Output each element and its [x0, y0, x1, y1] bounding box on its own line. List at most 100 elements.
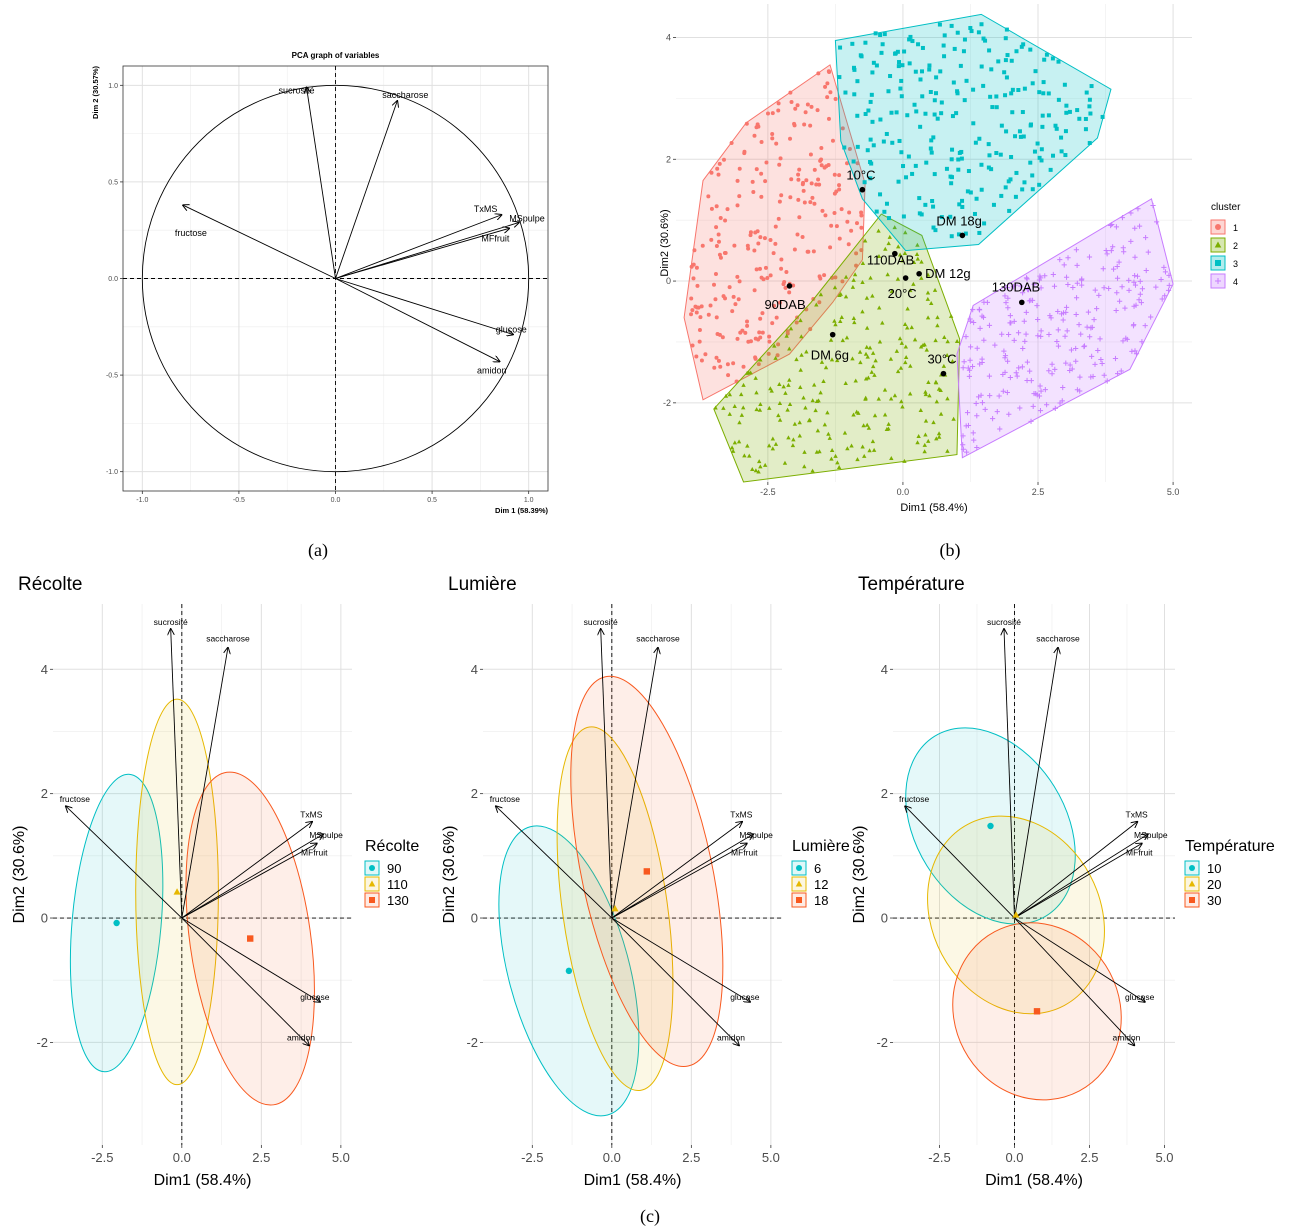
cluster-point	[860, 444, 865, 449]
legend-label-130: 130	[387, 893, 409, 908]
cluster-point	[801, 395, 806, 400]
cluster-point	[742, 151, 747, 156]
cluster-point	[986, 322, 993, 328]
cluster-point	[716, 239, 721, 244]
variable-label-fructose: fructose	[899, 794, 930, 804]
cluster-point	[927, 63, 932, 68]
cluster-point	[1004, 27, 1009, 32]
cluster-point	[741, 364, 746, 369]
cluster-point	[960, 442, 966, 448]
group-centroid-90	[113, 919, 120, 927]
cluster-point	[1073, 247, 1079, 253]
cluster-point	[779, 257, 784, 262]
cluster-point	[856, 410, 861, 415]
variable-arrow-fructose	[905, 806, 1015, 919]
cluster-point	[956, 232, 961, 237]
cluster-point	[1090, 373, 1096, 380]
cluster-point	[982, 406, 988, 413]
cluster-point	[812, 201, 817, 206]
cluster-point	[1104, 378, 1110, 384]
cluster-point	[776, 216, 781, 221]
cluster-point	[926, 438, 931, 443]
group-centroid-20	[1012, 911, 1020, 918]
cluster-point	[1050, 56, 1055, 61]
variable-label-sucrosite: sucrosité	[279, 85, 315, 95]
centroid-label-dm-18g: DM 18g	[936, 213, 982, 228]
cluster-point	[793, 106, 798, 111]
cluster-point	[898, 86, 903, 91]
cluster-point	[873, 31, 878, 36]
cluster-point	[784, 270, 789, 275]
cluster-point	[776, 108, 781, 113]
cluster-point	[726, 373, 731, 378]
cluster-point	[1039, 147, 1044, 152]
group-centroid-12	[611, 905, 619, 912]
cluster-point	[1113, 224, 1120, 230]
cluster-point	[968, 190, 973, 195]
x-tick-label: -2.5	[760, 487, 776, 497]
cluster-point	[773, 224, 778, 229]
cluster-point	[851, 65, 856, 70]
cluster-point	[925, 296, 931, 301]
cluster-point	[786, 435, 791, 440]
cluster-point	[808, 327, 813, 332]
cluster-point	[731, 294, 736, 299]
cluster-point	[1126, 287, 1132, 294]
variable-arrow-amidon	[611, 917, 739, 1045]
cluster-point	[766, 351, 771, 356]
cluster-point	[1136, 223, 1143, 229]
group-centroid-10	[987, 822, 994, 830]
cluster-point	[1055, 327, 1061, 333]
cluster-point	[1097, 336, 1103, 342]
cluster-point	[826, 69, 831, 74]
legend-symbol-2	[1214, 241, 1222, 248]
cluster-point	[961, 49, 966, 54]
cluster-point	[778, 156, 783, 161]
cluster-point	[864, 344, 869, 349]
cluster-point	[1030, 173, 1035, 178]
cluster-point	[1006, 331, 1012, 338]
x-tick-label: 5.0	[1155, 1150, 1173, 1165]
cluster-point	[910, 171, 915, 176]
cluster-point	[886, 241, 891, 246]
cluster-point	[1005, 295, 1011, 301]
variable-label-glucose: glucose	[300, 992, 330, 1002]
cluster-point	[1028, 47, 1033, 52]
cluster-point	[817, 182, 822, 187]
cluster-point	[821, 378, 826, 383]
cluster-hull-2	[713, 213, 961, 483]
cluster-point	[854, 251, 859, 256]
cluster-point	[758, 316, 763, 321]
variable-arrow-mffruit	[335, 228, 510, 279]
cluster-point	[823, 365, 829, 370]
y-tick-label: -2	[466, 1035, 478, 1050]
y-axis-label: Dim2 (30.6%)	[851, 826, 868, 924]
cluster-point	[1124, 336, 1130, 343]
cluster-point	[1132, 272, 1138, 279]
unit-circle	[141, 84, 530, 473]
cluster-point	[913, 163, 918, 168]
cluster-point	[987, 393, 993, 399]
cluster-point	[764, 160, 769, 165]
cluster-point	[854, 221, 859, 226]
cluster-point	[778, 300, 783, 305]
cluster-point	[808, 123, 813, 128]
cluster-point	[907, 391, 913, 396]
cluster-point	[1020, 290, 1026, 296]
legend-symbol-12	[795, 880, 803, 887]
cluster-point	[996, 59, 1001, 64]
variable-arrow-fructose	[66, 806, 183, 919]
cluster-point	[964, 449, 970, 455]
cluster-point	[772, 303, 777, 308]
y-tick-label: -2	[876, 1035, 888, 1050]
legend-symbol-18	[796, 897, 802, 903]
cluster-point	[949, 157, 954, 162]
cluster-point	[888, 74, 893, 79]
variable-label-saccharose: saccharose	[206, 634, 250, 644]
cluster-point	[974, 196, 979, 201]
cluster-point	[925, 290, 931, 295]
cluster-point	[1022, 86, 1027, 91]
cluster-point	[689, 312, 694, 317]
